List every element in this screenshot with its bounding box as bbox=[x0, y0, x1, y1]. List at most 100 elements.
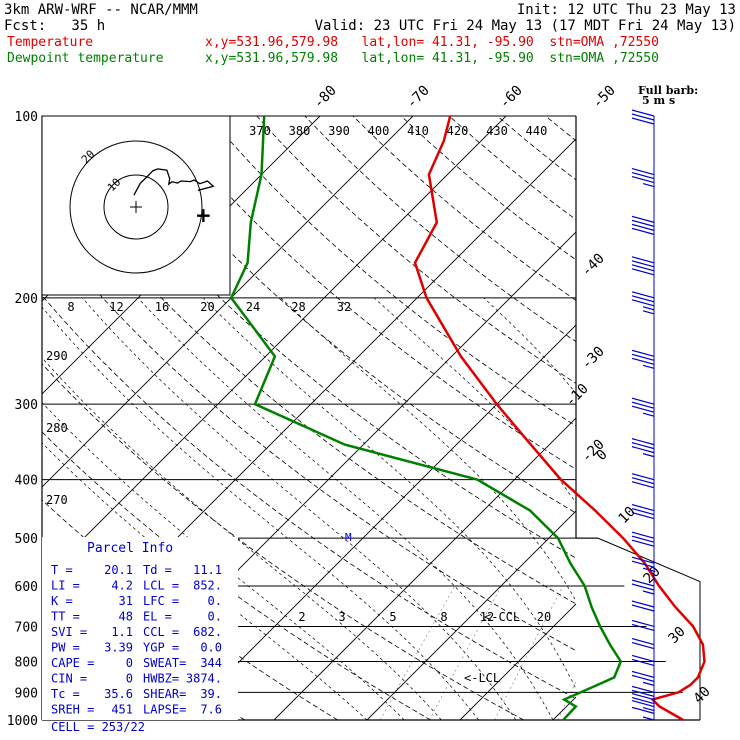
dry-adiabat bbox=[42, 294, 576, 700]
mixing-ratio-label: 8 bbox=[440, 610, 447, 624]
barb-full bbox=[631, 349, 655, 357]
temperature-tick-label: -70 bbox=[404, 83, 433, 112]
temperature-tick-label: -10 bbox=[563, 381, 592, 410]
barb-half bbox=[642, 364, 655, 369]
barb-full bbox=[631, 539, 655, 547]
forecast-hour: Fcst: 35 h bbox=[4, 18, 106, 34]
parcel-field-label: K = bbox=[51, 594, 73, 608]
parcel-field-value: 852. bbox=[193, 579, 222, 593]
parcel-field-value: 3.39 bbox=[104, 641, 133, 655]
mixing-ratio-label: 20 bbox=[537, 610, 551, 624]
wind-barb bbox=[631, 556, 655, 572]
temperature-tick-label: -30 bbox=[579, 344, 608, 373]
theta-label: 420 bbox=[447, 124, 469, 138]
mixing-ratio-label: 12 bbox=[480, 610, 494, 624]
dry-adiabat bbox=[63, 116, 576, 559]
parcel-field-value: 451 bbox=[111, 703, 133, 717]
dry-adiabat bbox=[42, 363, 524, 720]
barb-full bbox=[631, 641, 655, 650]
barb-full bbox=[631, 579, 655, 587]
wind-barb bbox=[631, 637, 655, 650]
mixing-ratio-line bbox=[615, 586, 677, 720]
mixing-ratio-label: 3 bbox=[338, 610, 345, 624]
ccl-annotation: <-CCL bbox=[484, 610, 520, 624]
barb-full bbox=[631, 117, 655, 125]
isotherm bbox=[180, 324, 576, 720]
wind-barb bbox=[631, 215, 655, 235]
wind-barb bbox=[631, 503, 655, 520]
parcel-field-label: CIN = bbox=[51, 672, 87, 686]
wind-barb bbox=[631, 619, 655, 632]
barb-half bbox=[642, 453, 655, 458]
parcel-field-value: 3874. bbox=[186, 672, 222, 686]
barb-full bbox=[631, 291, 655, 299]
mixing-ratio-line bbox=[429, 585, 502, 720]
barb-half bbox=[642, 706, 655, 712]
barb-half bbox=[642, 716, 655, 721]
parcel-field-value: 344 bbox=[200, 656, 222, 670]
wind-scale-tick: 12 bbox=[109, 300, 123, 314]
barb-full bbox=[631, 223, 655, 231]
hodograph-trace bbox=[133, 168, 215, 196]
wind-barb bbox=[631, 531, 655, 547]
barb-full bbox=[631, 405, 655, 413]
pressure-tick-label: 1000 bbox=[7, 714, 38, 729]
dewpoint-location: x,y=531.96,579.98 lat,lon= 41.31, -95.90… bbox=[205, 51, 659, 66]
mixing-ratio-line bbox=[494, 585, 564, 720]
barb-half bbox=[642, 310, 655, 315]
parcel-field-value: 4.2 bbox=[111, 579, 133, 593]
barb-full bbox=[631, 295, 655, 303]
dry-adiabat bbox=[497, 116, 576, 181]
parcel-field-label: CCL = bbox=[143, 625, 179, 639]
grid-lines bbox=[42, 116, 740, 720]
dry-adiabat bbox=[42, 225, 576, 652]
theta-label: 400 bbox=[368, 124, 390, 138]
theta-label: 430 bbox=[486, 124, 508, 138]
barb-full bbox=[631, 583, 655, 591]
moist-adiabat bbox=[714, 298, 740, 720]
moist-adiabat bbox=[137, 297, 554, 720]
parcel-field-label: YGP = bbox=[143, 641, 179, 655]
parcel-field-label: EL = bbox=[143, 610, 172, 624]
init-time: Init: 12 UTC Thu 23 May 13 bbox=[516, 2, 736, 18]
barb-full bbox=[631, 511, 655, 520]
parcel-field-label: LI = bbox=[51, 579, 80, 593]
height-label: 270 bbox=[46, 493, 68, 507]
parcel-field-label: Tc = bbox=[51, 687, 80, 701]
isotherm bbox=[552, 696, 576, 720]
parcel-info-title: Parcel Info bbox=[87, 541, 173, 556]
isotherm bbox=[459, 603, 576, 720]
barb-full bbox=[631, 215, 655, 223]
hodograph-ring bbox=[103, 174, 169, 240]
parcel-field-value: 0 bbox=[126, 656, 133, 670]
theta-label: 440 bbox=[526, 124, 548, 138]
wind-barb bbox=[631, 167, 655, 188]
parcel-field-label: SWEAT= bbox=[143, 656, 186, 670]
barb-full bbox=[631, 696, 655, 705]
dry-adiabat bbox=[160, 116, 576, 470]
barb-full bbox=[631, 535, 655, 543]
parcel-field-value: 7.6 bbox=[200, 703, 222, 717]
isotherm bbox=[366, 510, 576, 720]
temperature-tick-label: -40 bbox=[579, 251, 608, 280]
barb-full bbox=[631, 446, 655, 454]
storm-motion-marker: + bbox=[195, 203, 212, 227]
wind-scale-tick: 20 bbox=[200, 300, 214, 314]
barb-full bbox=[631, 109, 655, 117]
barb-full bbox=[631, 674, 655, 682]
wind-scale-tick: 24 bbox=[246, 300, 260, 314]
pressure-tick-label: 800 bbox=[15, 655, 38, 670]
wind-barb bbox=[642, 716, 655, 721]
pressure-tick-label: 700 bbox=[15, 620, 38, 635]
barb-full bbox=[631, 397, 655, 405]
barb-legend-line2: 5 m s bbox=[642, 94, 675, 107]
barb-full bbox=[631, 477, 655, 485]
parcel-marker: M bbox=[345, 531, 352, 544]
height-label: 280 bbox=[46, 421, 68, 435]
temperature-tick-label: -60 bbox=[497, 83, 526, 112]
barb-full bbox=[631, 560, 655, 568]
isotherm bbox=[42, 116, 414, 488]
temperature-tick-label: -80 bbox=[311, 83, 340, 112]
barb-full bbox=[631, 473, 655, 481]
theta-label: 410 bbox=[407, 124, 429, 138]
